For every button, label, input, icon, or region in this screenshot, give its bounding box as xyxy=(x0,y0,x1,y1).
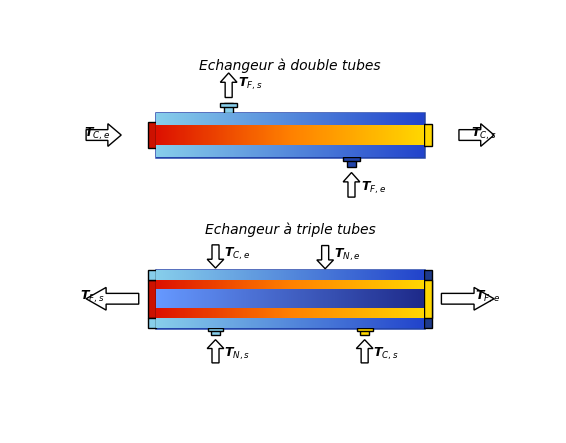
FancyArrow shape xyxy=(343,173,360,197)
Bar xyxy=(424,270,432,328)
Bar xyxy=(318,273,333,276)
Text: T$_{N,e}$: T$_{N,e}$ xyxy=(334,246,361,263)
Bar xyxy=(148,318,156,328)
Text: Echangeur à triple tubes: Echangeur à triple tubes xyxy=(205,222,375,237)
FancyArrow shape xyxy=(317,245,333,269)
Bar xyxy=(211,272,220,280)
Bar xyxy=(347,157,356,167)
Bar xyxy=(321,273,329,289)
Text: T$_{N,s}$: T$_{N,s}$ xyxy=(224,346,250,362)
Text: Echangeur à double tubes: Echangeur à double tubes xyxy=(199,58,381,73)
Bar xyxy=(224,103,233,113)
FancyArrow shape xyxy=(220,73,237,97)
Text: T$_{F,e}$: T$_{F,e}$ xyxy=(475,289,500,305)
Bar xyxy=(148,122,156,148)
Bar xyxy=(156,270,424,328)
Bar xyxy=(211,328,220,335)
FancyArrow shape xyxy=(207,245,224,268)
Text: T$_{C,e}$: T$_{C,e}$ xyxy=(224,245,251,262)
Text: T$_{C,s}$: T$_{C,s}$ xyxy=(374,346,399,362)
Bar xyxy=(156,113,424,157)
Bar xyxy=(208,328,224,331)
FancyArrow shape xyxy=(86,288,139,310)
Bar xyxy=(156,280,424,318)
Text: T$_{C,e}$: T$_{C,e}$ xyxy=(84,125,110,141)
FancyArrow shape xyxy=(459,124,494,146)
Bar xyxy=(148,270,156,280)
Text: T$_{F,s}$: T$_{F,s}$ xyxy=(238,76,263,92)
FancyArrow shape xyxy=(207,340,224,363)
Bar xyxy=(424,280,432,318)
Text: T$_{C,s}$: T$_{C,s}$ xyxy=(470,125,496,141)
Bar xyxy=(424,124,432,146)
Bar xyxy=(208,272,224,276)
Bar xyxy=(361,328,369,335)
FancyArrow shape xyxy=(441,288,494,310)
Text: T$_{F,s}$: T$_{F,s}$ xyxy=(79,289,104,305)
Bar xyxy=(220,103,237,107)
FancyArrow shape xyxy=(357,340,373,363)
FancyArrow shape xyxy=(86,124,121,146)
Text: T$_{F,e}$: T$_{F,e}$ xyxy=(361,180,387,196)
Bar xyxy=(148,280,156,318)
Bar xyxy=(357,328,372,331)
Bar xyxy=(343,157,360,161)
Bar xyxy=(156,125,424,144)
Bar xyxy=(156,289,424,308)
